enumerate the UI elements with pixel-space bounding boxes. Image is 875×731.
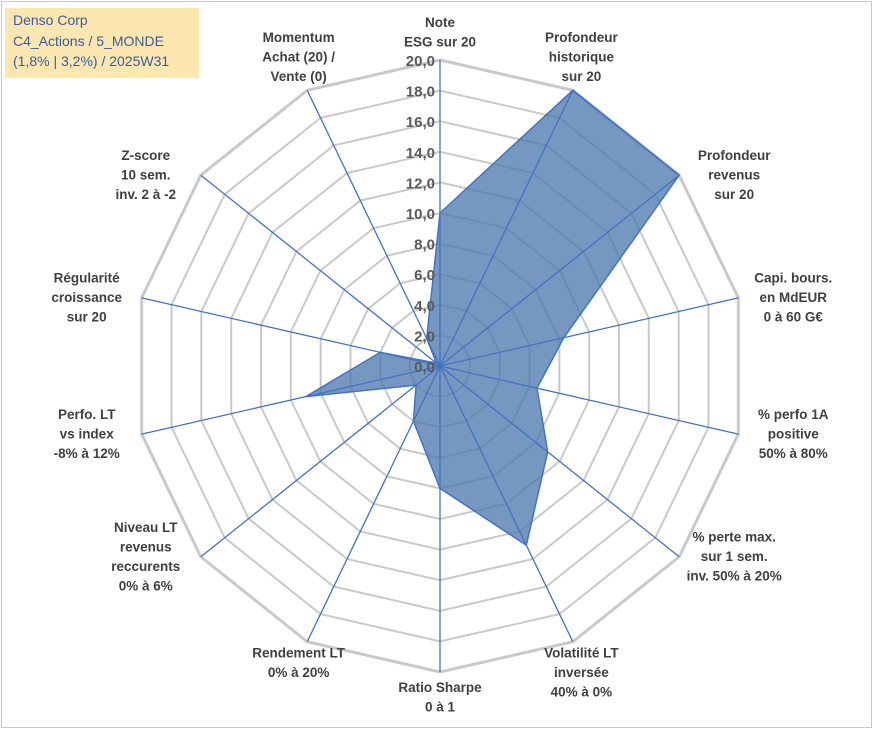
- tick-label: 14,0: [406, 145, 435, 162]
- axis-spoke: [141, 297, 441, 367]
- tick-label: 16,0: [406, 114, 435, 131]
- axis-label: Z-score 10 sem. inv. 2 à -2: [116, 148, 177, 202]
- axis-label-layer: Note ESG sur 20 Profondeur historique sur 20…: [51, 15, 832, 715]
- axis-spoke: [306, 90, 441, 367]
- company-name: Denso Corp: [13, 12, 88, 28]
- data-area-layer: [305, 89, 681, 547]
- axis-label: Profondeur historique sur 20: [545, 30, 618, 84]
- axis-spoke: [439, 365, 680, 558]
- tick-label: 6,0: [414, 267, 435, 284]
- axis-spoke: [200, 365, 441, 558]
- spoke-layer: [141, 60, 739, 672]
- tick-label: 18,0: [406, 84, 435, 101]
- axis-label: Perfo. LT vs index -8% à 12%: [54, 407, 120, 461]
- axis-spoke: [439, 365, 739, 435]
- tick-label: 10,0: [406, 206, 435, 223]
- axis-label: Profondeur revenus sur 20: [698, 148, 771, 202]
- tick-label: 0,0: [414, 359, 435, 376]
- axis-spoke: [439, 297, 739, 367]
- axis-label: Régularité croissance sur 20: [51, 271, 122, 325]
- axis-label: Momentum Achat (20) / Vente (0): [262, 30, 335, 84]
- tick-label: 8,0: [414, 237, 435, 254]
- axis-spoke: [200, 174, 441, 367]
- axis-label: Capi. bours. en MdEUR 0 à 60 G€: [754, 271, 832, 325]
- tick-label: 12,0: [406, 175, 435, 192]
- axis-spoke: [439, 174, 680, 367]
- axis-spoke: [439, 90, 574, 367]
- chart-title-box: Denso Corp C4_Actions / 5_MONDE (1,8% | …: [5, 8, 199, 78]
- tick-label: 2,0: [414, 328, 435, 345]
- category-label: C4_Actions / 5_MONDE: [13, 32, 164, 49]
- axis-label: Volatilité LT inversée 40% à 0%: [544, 646, 619, 700]
- axis-spoke: [306, 365, 441, 642]
- axis-label: Rendement LT 0% à 20%: [252, 646, 346, 681]
- tick-label-layer: 0,0 2,0 4,0 6,0 8,0 10,0 12,0 14,0 16,0 18,0 20,0: [406, 53, 435, 376]
- period-label: (1,8% | 3,2%) / 2025W31: [13, 53, 170, 69]
- axis-label: Ratio Sharpe 0 à 1: [398, 680, 482, 715]
- axis-label: Note ESG sur 20: [404, 15, 476, 50]
- axis-spoke: [141, 365, 441, 435]
- axis-label: % perfo 1A positive 50% à 80%: [758, 407, 829, 461]
- axis-label: % perte max. sur 1 sem. inv. 50% à 20%: [687, 530, 782, 584]
- axis-label: Niveau LT revenus reccurents 0% à 6%: [111, 520, 180, 594]
- tick-label: 4,0: [414, 298, 435, 315]
- tick-label: 20,0: [406, 53, 435, 70]
- axis-spoke: [439, 365, 574, 642]
- data-series-area: [305, 89, 681, 547]
